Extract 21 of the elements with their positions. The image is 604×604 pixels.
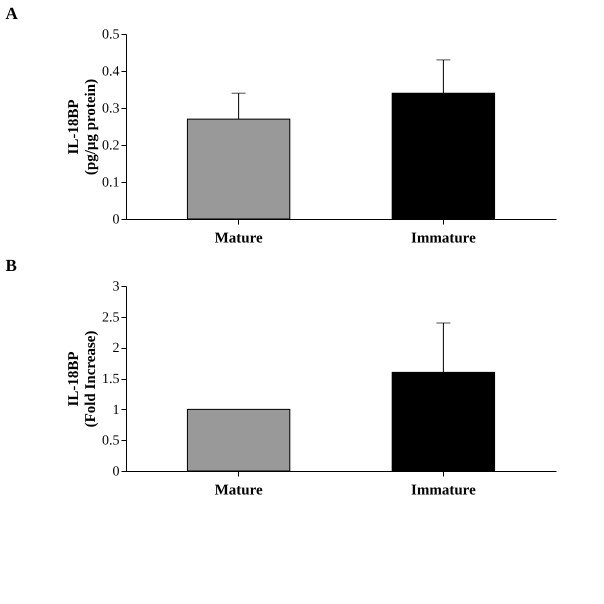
chart-title: B <box>6 256 17 275</box>
y-tick-label: 0.3 <box>102 102 120 116</box>
y-tick-label: 1 <box>112 402 120 418</box>
x-tick-label: Mature <box>214 230 263 246</box>
y-tick-label: 0.5 <box>102 28 120 42</box>
y-tick-label: 0.2 <box>102 138 120 154</box>
x-tick-label: Immature <box>411 482 476 498</box>
y-tick-label: 0.4 <box>102 64 120 80</box>
y-tick-label: 0.5 <box>102 434 120 449</box>
y-tick-label: 2.5 <box>102 310 120 326</box>
y-tick-label: 1.5 <box>102 372 120 387</box>
y-tick-label: 2 <box>112 341 120 356</box>
y-tick-label: 0 <box>112 464 120 480</box>
y-axis-title: IL-18BP (Fold Increase) <box>66 330 99 428</box>
y-tick-label: 0.1 <box>102 176 120 190</box>
chart-title: A <box>6 4 18 23</box>
y-tick-label: 3 <box>112 280 120 294</box>
y-axis-title: IL-18BP (pg/μg protein) <box>66 78 99 176</box>
x-tick-label: Mature <box>214 482 263 498</box>
x-tick-label: Immature <box>411 230 476 246</box>
y-tick-label: 0 <box>112 212 120 228</box>
